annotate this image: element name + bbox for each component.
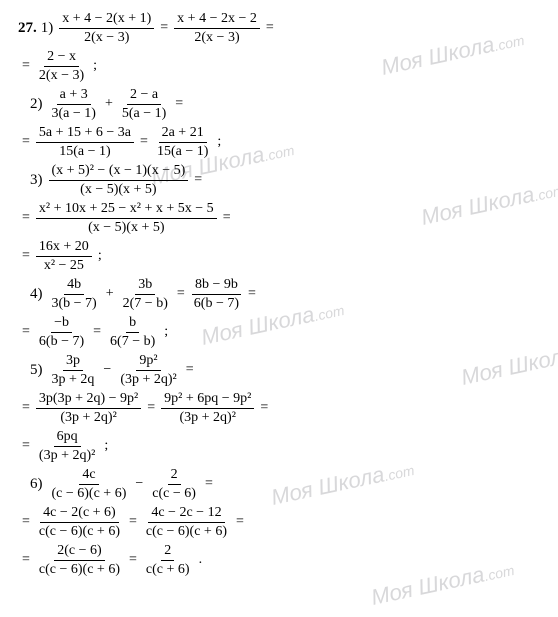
equals: =	[177, 285, 185, 303]
problem-6-line-1: 6) 4c(c − 6)(c + 6) − 2c(c − 6) =	[30, 466, 548, 502]
plus: +	[106, 285, 114, 303]
semicolon: ;	[164, 323, 168, 341]
equals: =	[129, 513, 137, 531]
equals: =	[260, 399, 268, 417]
equals: =	[129, 551, 137, 569]
minus: −	[135, 475, 143, 493]
equals: =	[22, 133, 30, 151]
problem-1-line-2: = 2 − x2(x − 3) ;	[18, 48, 548, 84]
subproblem-label: 2)	[30, 95, 43, 114]
fraction: x + 4 − 2x − 22(x − 3)	[174, 10, 260, 46]
equals: =	[160, 19, 168, 37]
problem-4-line-1: 4) 4b3(b − 7) + 3b2(7 − b) = 8b − 9b6(b …	[30, 276, 548, 312]
fraction: 5a + 15 + 6 − 3a15(a − 1)	[36, 124, 134, 160]
problem-2-line-1: 2) a + 33(a − 1) + 2 − a5(a − 1) =	[30, 86, 548, 122]
fraction: 6pq(3p + 2q)²	[36, 428, 98, 464]
fraction: (x + 5)² − (x − 1)(x − 5)(x − 5)(x + 5)	[49, 162, 189, 198]
fraction: 2c(c + 6)	[143, 542, 193, 578]
equals: =	[22, 57, 30, 75]
semicolon: ;	[98, 247, 102, 265]
fraction: 2a + 2115(a − 1)	[154, 124, 211, 160]
equals: =	[186, 361, 194, 379]
fraction: 2(c − 6)c(c − 6)(c + 6)	[36, 542, 123, 578]
fraction: 4c − 2c − 12c(c − 6)(c + 6)	[143, 504, 230, 540]
equals: =	[147, 399, 155, 417]
fraction: a + 33(a − 1)	[49, 86, 99, 122]
problem-4-line-2: = −b6(b − 7) = b6(7 − b) ;	[18, 314, 548, 350]
equals: =	[175, 95, 183, 113]
equals: =	[140, 133, 148, 151]
subproblem-label: 4)	[30, 285, 43, 304]
problem-2-line-2: = 5a + 15 + 6 − 3a15(a − 1) = 2a + 2115(…	[18, 124, 548, 160]
minus: −	[103, 361, 111, 379]
subproblem-label: 5)	[30, 361, 43, 380]
equals: =	[194, 171, 202, 189]
fraction: b6(7 − b)	[107, 314, 158, 350]
fraction: x² + 10x + 25 − x² + x + 5x − 5(x − 5)(x…	[36, 200, 217, 236]
problem-6-line-2: = 4c − 2(c + 6)c(c − 6)(c + 6) = 4c − 2c…	[18, 504, 548, 540]
equals: =	[22, 323, 30, 341]
fraction: 3p3p + 2q	[49, 352, 98, 388]
fraction: 8b − 9b6(b − 7)	[191, 276, 242, 312]
fraction: 9p² + 6pq − 9p²(3p + 2q)²	[161, 390, 254, 426]
equals: =	[22, 513, 30, 531]
equals: =	[22, 209, 30, 227]
equals: =	[22, 437, 30, 455]
fraction: 3p(3p + 2q) − 9p²(3p + 2q)²	[36, 390, 141, 426]
fraction: −b6(b − 7)	[36, 314, 87, 350]
problem-1-line-1: 27. 1) x + 4 − 2(x + 1)2(x − 3) = x + 4 …	[18, 10, 548, 46]
fraction: 2 − x2(x − 3)	[36, 48, 87, 84]
fraction: 9p²(3p + 2q)²	[117, 352, 179, 388]
fraction: x + 4 − 2(x + 1)2(x − 3)	[59, 10, 154, 46]
problem-5-line-1: 5) 3p3p + 2q − 9p²(3p + 2q)² =	[30, 352, 548, 388]
equals: =	[93, 323, 101, 341]
equals: =	[223, 209, 231, 227]
equals: =	[236, 513, 244, 531]
equals: =	[266, 19, 274, 37]
equals: =	[22, 551, 30, 569]
period: .	[199, 551, 203, 569]
problem-5-line-3: = 6pq(3p + 2q)² ;	[18, 428, 548, 464]
problem-5-line-2: = 3p(3p + 2q) − 9p²(3p + 2q)² = 9p² + 6p…	[18, 390, 548, 426]
fraction: 4c − 2(c + 6)c(c − 6)(c + 6)	[36, 504, 123, 540]
math-content: 27. 1) x + 4 − 2(x + 1)2(x − 3) = x + 4 …	[0, 0, 558, 590]
equals: =	[22, 247, 30, 265]
problem-3-line-3: = 16x + 20x² − 25 ;	[18, 238, 548, 274]
equals: =	[205, 475, 213, 493]
problem-6-line-3: = 2(c − 6)c(c − 6)(c + 6) = 2c(c + 6) .	[18, 542, 548, 578]
subproblem-label: 3)	[30, 171, 43, 190]
fraction: 2 − a5(a − 1)	[119, 86, 169, 122]
semicolon: ;	[217, 133, 221, 151]
semicolon: ;	[93, 57, 97, 75]
fraction: 4b3(b − 7)	[49, 276, 100, 312]
equals: =	[248, 285, 256, 303]
fraction: 16x + 20x² − 25	[36, 238, 92, 274]
equals: =	[22, 399, 30, 417]
problem-3-line-1: 3) (x + 5)² − (x − 1)(x − 5)(x − 5)(x + …	[30, 162, 548, 198]
problem-number: 27.	[18, 19, 37, 38]
semicolon: ;	[104, 437, 108, 455]
fraction: 4c(c − 6)(c + 6)	[49, 466, 130, 502]
problem-3-line-2: = x² + 10x + 25 − x² + x + 5x − 5(x − 5)…	[18, 200, 548, 236]
subproblem-label: 1)	[41, 19, 54, 38]
fraction: 2c(c − 6)	[149, 466, 199, 502]
subproblem-label: 6)	[30, 475, 43, 494]
fraction: 3b2(7 − b)	[120, 276, 171, 312]
plus: +	[105, 95, 113, 113]
